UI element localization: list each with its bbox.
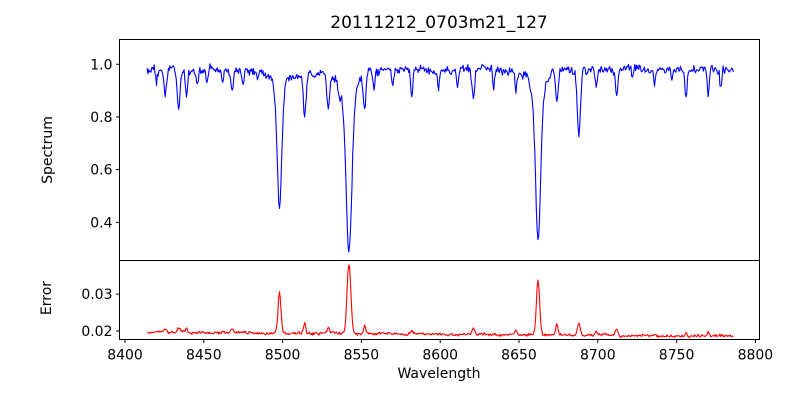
spectrum-y-tick-label: 0.4 <box>90 215 112 231</box>
spectrum-line <box>146 63 734 253</box>
x-tick-label: 8750 <box>659 348 695 364</box>
error-y-tick-label: 0.03 <box>81 287 112 303</box>
x-axis-label: Wavelength <box>397 366 481 382</box>
x-tick-label: 8400 <box>107 348 143 364</box>
plot-title: 20111212_0703m21_127 <box>330 13 548 33</box>
x-tick-label: 8500 <box>265 348 301 364</box>
x-tick-label: 8550 <box>344 348 380 364</box>
error-line <box>146 264 734 339</box>
x-tick-label: 8450 <box>186 348 222 364</box>
x-tick-label: 8800 <box>738 348 774 364</box>
error-y-tick-label: 0.02 <box>81 324 112 340</box>
error-plot-area <box>119 260 760 340</box>
spectrum-y-tick-label: 0.8 <box>90 110 112 126</box>
x-tick-label: 8700 <box>580 348 616 364</box>
x-tick-label: 8600 <box>422 348 458 364</box>
x-tick-label: 8650 <box>501 348 537 364</box>
spectrum-y-tick-label: 0.6 <box>90 163 112 179</box>
spectrum-y-tick-label: 1.0 <box>90 57 112 73</box>
spectrum-plot-area <box>119 39 760 261</box>
